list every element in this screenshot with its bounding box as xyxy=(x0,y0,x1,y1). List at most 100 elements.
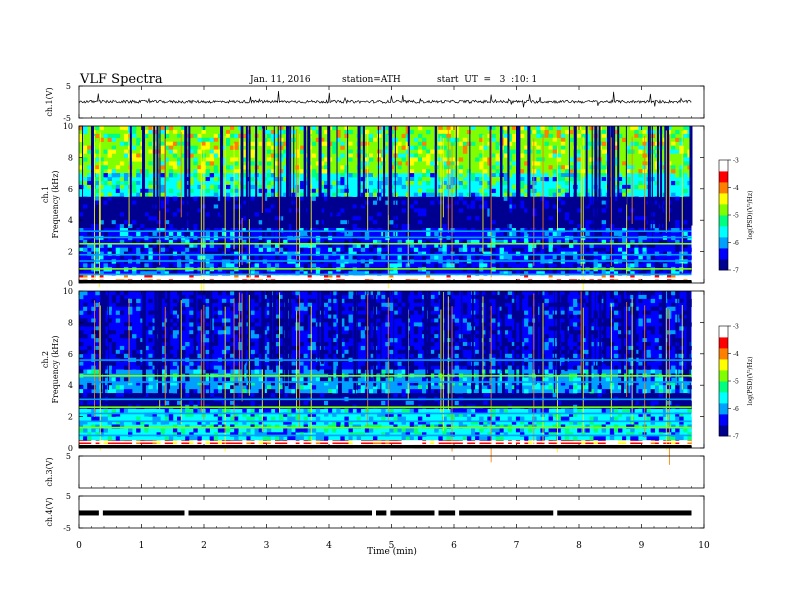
spectrogram-cell xyxy=(258,330,264,335)
spectrogram-cell xyxy=(356,220,362,225)
spectrogram-cell xyxy=(626,330,631,335)
spectrogram-streak xyxy=(644,135,646,231)
spectrogram-cell xyxy=(397,247,402,252)
spectrogram-cell xyxy=(556,129,562,135)
spectrogram-cell xyxy=(344,228,349,233)
spectrogram-cell xyxy=(344,180,349,186)
spectrogram-cell xyxy=(115,251,121,256)
spectrogram-cell xyxy=(177,184,182,190)
spectrogram-cell xyxy=(360,334,366,339)
spectrogram-cell xyxy=(185,180,190,186)
spectrogram-cell xyxy=(254,294,259,300)
spectrogram-cell xyxy=(544,291,549,296)
spectrogram-cell xyxy=(132,239,137,245)
spectrogram-streak xyxy=(289,126,292,199)
spectrogram-cell xyxy=(638,228,643,233)
spectrogram-cell xyxy=(524,298,529,304)
spectrogram-cell xyxy=(471,173,476,178)
spectrogram-cell xyxy=(564,255,570,260)
spectrogram-cell xyxy=(87,231,92,237)
spectrogram-cell xyxy=(552,271,558,276)
spectrogram-cell xyxy=(177,133,182,139)
spectrogram-cell xyxy=(209,251,215,256)
spectrogram-cell xyxy=(254,326,259,331)
spectrogram-cell xyxy=(115,306,121,311)
spectrogram-cell xyxy=(356,314,362,319)
spectrogram-cell xyxy=(119,137,125,142)
spectrogram-cell xyxy=(132,133,137,139)
spectrogram-cell xyxy=(213,165,219,170)
spectrogram-cell xyxy=(462,126,468,131)
spectrogram-cell xyxy=(622,306,627,311)
spectrogram-cell xyxy=(413,353,419,359)
spectrogram-cell xyxy=(417,251,423,256)
spectrogram-cell xyxy=(487,133,492,139)
spectrogram-cell xyxy=(634,298,639,304)
spectrogram-cell xyxy=(524,349,529,355)
spectrogram-cell xyxy=(226,216,231,221)
spectrogram-streak xyxy=(93,135,95,281)
spectrogram-cell xyxy=(679,338,684,343)
spectrogram-cell xyxy=(626,243,631,248)
spectrogram-cell xyxy=(422,157,427,162)
spectrogram-cell xyxy=(307,298,313,304)
spectrogram-cell xyxy=(340,165,345,170)
spectrogram-cell xyxy=(417,298,423,304)
spectrogram-cell xyxy=(148,255,153,260)
spectrogram-cell xyxy=(573,298,578,304)
spectrogram-cell xyxy=(642,129,647,135)
spectrogram-cell xyxy=(524,161,529,166)
spectrogram-cell xyxy=(95,133,100,139)
spectrogram-cell xyxy=(536,157,541,162)
spectrogram-cell xyxy=(209,200,215,205)
spectrogram-cell xyxy=(201,133,206,139)
spectrogram-cell xyxy=(417,188,423,194)
spectrogram-cell xyxy=(618,330,623,335)
spectrogram-cell xyxy=(324,165,329,170)
spectrogram-cell xyxy=(430,173,435,178)
spectrogram-cell xyxy=(487,200,492,205)
spectrogram-cell xyxy=(560,180,566,186)
spectrogram-cell xyxy=(315,231,321,237)
spectrogram-cell xyxy=(303,353,308,359)
spectrogram-cell xyxy=(83,192,88,197)
spectrogram-cell xyxy=(385,137,390,142)
spectrogram-cell xyxy=(613,184,619,190)
spectrogram-cell xyxy=(234,326,239,331)
spectrogram-cell xyxy=(177,200,182,205)
spectrogram-cell xyxy=(613,141,619,146)
spectrogram-cell xyxy=(238,188,243,194)
spectrogram-cell xyxy=(172,318,178,323)
spectrogram-cell xyxy=(258,353,264,359)
spectrogram-cell xyxy=(646,271,651,276)
spectrogram-cell xyxy=(618,294,623,300)
spectrogram-cell xyxy=(368,149,374,154)
spectrogram-cell xyxy=(671,145,676,150)
spectrogram-cell xyxy=(95,255,100,260)
spectrogram-cell xyxy=(426,161,431,166)
spectrogram-cell xyxy=(348,330,353,335)
spectrogram-cell xyxy=(111,239,117,245)
spectrogram-cell xyxy=(373,141,378,146)
spectrogram-cell xyxy=(503,149,509,154)
spectrogram-cell xyxy=(364,208,370,213)
spectrogram-cell xyxy=(226,192,231,197)
spectrogram-cell xyxy=(618,192,623,197)
spectrogram-cell xyxy=(634,310,639,315)
spectrogram-cell xyxy=(601,224,607,229)
spectrogram-cell xyxy=(495,161,500,166)
spectrogram-cell xyxy=(336,133,341,139)
spectrogram-cell xyxy=(487,180,492,186)
spectrogram-streak xyxy=(159,126,161,211)
spectrogram-cell xyxy=(634,338,639,343)
spectrogram-cell xyxy=(417,255,423,260)
spectrogram-cell xyxy=(548,224,553,229)
spectrogram-cell xyxy=(573,353,578,359)
spectrogram-cell xyxy=(197,255,202,260)
spectrogram-cell xyxy=(381,318,386,323)
spectrogram-cell xyxy=(409,177,415,182)
spectrogram-cell xyxy=(397,212,402,217)
spectrogram-cell xyxy=(458,208,464,213)
spectrogram-cell xyxy=(315,239,321,245)
spectrogram-cell xyxy=(475,247,480,252)
